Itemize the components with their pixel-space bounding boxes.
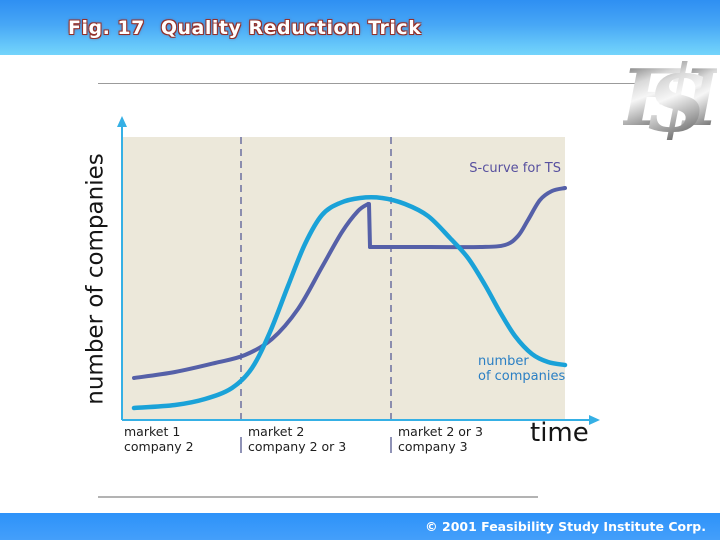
curve-s-curve-for-ts-seg2 xyxy=(367,202,372,249)
bottom-divider-line xyxy=(98,496,538,498)
region-label-1: market 1 company 2 xyxy=(124,424,194,454)
logo-letter-i: I xyxy=(681,53,717,140)
region-2-market: market 2 xyxy=(248,424,305,439)
top-divider-line xyxy=(98,83,636,84)
fsi-logo-graphic: F I $ xyxy=(619,45,720,153)
region-2-company: company 2 or 3 xyxy=(248,439,347,454)
curve-s-curve-for-ts-seg3 xyxy=(368,186,567,250)
fsi-logo: F I $ xyxy=(619,45,720,153)
x-axis-arrow xyxy=(589,415,600,425)
region-3-market: market 2 or 3 xyxy=(398,424,483,439)
s-curve-annotation: S-curve for TS xyxy=(469,161,561,176)
curve-number-of-companies-seg1 xyxy=(131,195,568,411)
region-label-2: market 2 company 2 or 3 xyxy=(248,424,346,454)
companies-annotation-line2: of companies xyxy=(478,369,566,384)
curves xyxy=(131,186,568,411)
region-label-3: market 2 or 3 company 3 xyxy=(398,424,483,454)
companies-annotation-line1: number xyxy=(478,354,529,369)
axes xyxy=(117,116,600,425)
slide-footer: © 2001 Feasibility Study Institute Corp. xyxy=(0,513,720,540)
region-1-company: company 2 xyxy=(124,439,194,454)
plot-background xyxy=(123,137,565,420)
y-axis-arrow xyxy=(117,116,127,127)
region-1-market: market 1 xyxy=(124,424,181,439)
companies-annotation: number of companies xyxy=(478,354,565,384)
page-title: Quality Reduction Trick xyxy=(160,16,422,39)
x-axis-label: time xyxy=(530,418,589,448)
copyright-text: © 2001 Feasibility Study Institute Corp. xyxy=(425,519,706,534)
region-3-company: company 3 xyxy=(398,439,468,454)
figure-label: Fig. 17 xyxy=(68,16,145,39)
curve-s-curve-for-ts-seg1 xyxy=(132,202,370,380)
divider-lines xyxy=(240,137,392,453)
logo-letter-dollar: $ xyxy=(645,50,709,140)
logo-letter-f: F xyxy=(623,53,681,140)
slide-header: Fig. 17 Quality Reduction Trick xyxy=(0,0,720,55)
y-axis-label: number of companies xyxy=(83,152,110,405)
